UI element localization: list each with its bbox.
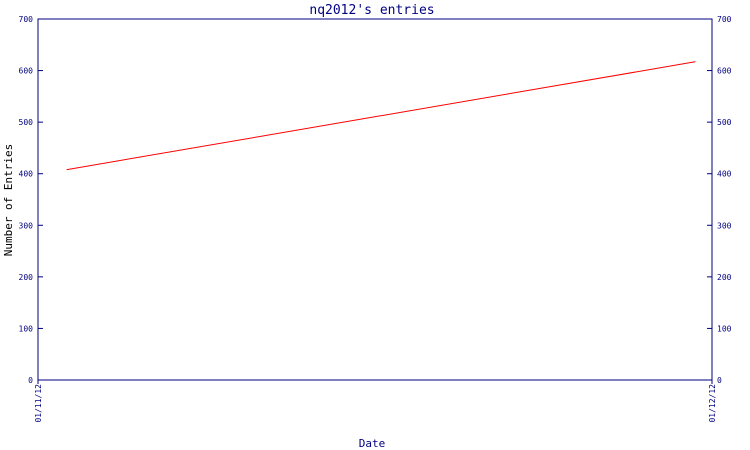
y-tick-label-right: 400 xyxy=(717,170,732,179)
series-layer xyxy=(66,61,696,171)
y-tick-label-right: 500 xyxy=(717,118,732,127)
y-tick-label-right: 200 xyxy=(717,273,732,282)
y-tick-label-right: 100 xyxy=(717,324,732,333)
entries-data-point xyxy=(66,169,68,171)
y-tick-label-right: 0 xyxy=(717,376,722,385)
entries-data-point xyxy=(694,61,696,63)
y-tick-label-left: 700 xyxy=(19,15,34,24)
y-tick-label-left: 100 xyxy=(19,324,34,333)
y-tick-label-left: 300 xyxy=(19,221,34,230)
plot-area-frame xyxy=(37,18,713,381)
y-tick-label-right: 700 xyxy=(717,15,732,24)
chart-title: nq2012's entries xyxy=(309,3,434,18)
x-tick-label: 01/11/12 xyxy=(34,384,43,423)
y-tick-label-left: 400 xyxy=(19,170,34,179)
x-axis-label: Date xyxy=(359,437,386,450)
left-y-axis: 0 100 200 300 400 500 600 700 xyxy=(19,15,43,385)
entries-series-line xyxy=(66,61,696,171)
right-y-axis: 0 100 200 300 400 500 600 700 xyxy=(707,15,732,385)
x-axis: 01/11/12 01/12/12 xyxy=(34,380,717,423)
y-tick-label-right: 600 xyxy=(717,67,732,76)
y-tick-label-left: 500 xyxy=(19,118,34,127)
y-tick-label-left: 0 xyxy=(28,376,33,385)
y-tick-label-left: 200 xyxy=(19,273,34,282)
y-tick-label-left: 600 xyxy=(19,67,34,76)
x-tick-label: 01/12/12 xyxy=(708,384,717,423)
y-axis-label: Number of Entries xyxy=(2,144,15,257)
y-tick-label-right: 300 xyxy=(717,221,732,230)
